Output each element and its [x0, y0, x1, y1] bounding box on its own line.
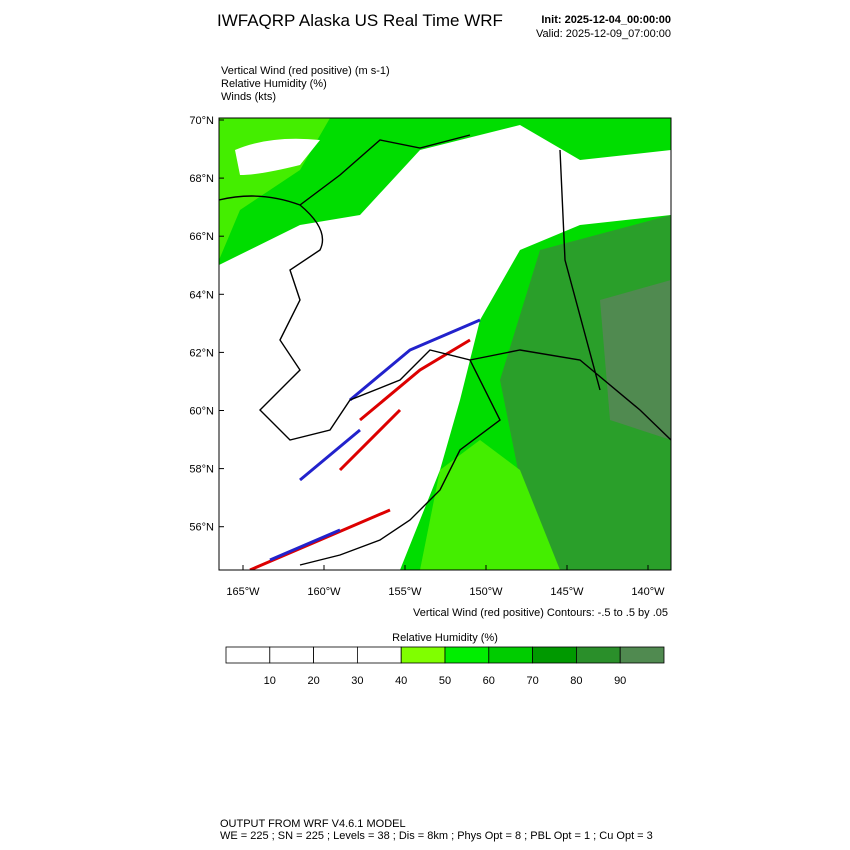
colorbar-box [356, 646, 402, 664]
lon-label: 165°W [226, 586, 260, 598]
colorbar-box [225, 646, 271, 664]
contour-note: Vertical Wind (red positive) Contours: -… [413, 607, 668, 619]
lat-label: 70°N [189, 115, 214, 127]
vertical-wind-contour [269, 318, 481, 562]
footer-line: WE = 225 ; SN = 225 ; Levels = 38 ; Dis … [220, 830, 653, 842]
lat-label: 62°N [189, 347, 214, 359]
title: IWFAQRP Alaska US Real Time WRF [217, 11, 503, 30]
colorbar-label: 40 [395, 675, 407, 687]
field-label: Relative Humidity (%) [221, 78, 327, 90]
field-label: Vertical Wind (red positive) (m s-1) [221, 65, 390, 77]
humidity-field [420, 440, 560, 570]
colorbar-label: 60 [483, 675, 495, 687]
coastline [219, 134, 671, 566]
colorbar-label: 50 [439, 675, 451, 687]
lat-label: 64°N [189, 289, 214, 301]
lon-label: 145°W [550, 586, 584, 598]
colorbar-box [619, 646, 665, 664]
colorbar-label: 30 [351, 675, 363, 687]
footer-line: OUTPUT FROM WRF V4.6.1 MODEL [220, 818, 406, 830]
lat-label: 68°N [189, 173, 214, 185]
lon-label: 155°W [388, 586, 422, 598]
humidity-field [219, 125, 671, 570]
lon-label: 140°W [631, 586, 665, 598]
field-label: Winds (kts) [221, 91, 276, 103]
lat-label: 58°N [189, 464, 214, 476]
lat-label: 56°N [189, 522, 214, 534]
valid-time: Valid: 2025-12-09_07:00:00 [536, 28, 671, 40]
lon-label: 150°W [469, 586, 503, 598]
colorbar-label: 10 [264, 675, 276, 687]
colorbar-box [444, 646, 490, 664]
colorbar-box [269, 646, 314, 664]
lon-label: 160°W [307, 586, 341, 598]
colorbar-label: 90 [614, 675, 626, 687]
colorbar-box [532, 646, 577, 664]
colorbar-box [576, 646, 621, 664]
map [218, 117, 672, 571]
humidity-field [235, 138, 320, 175]
colorbar-box [313, 646, 358, 664]
lat-label: 60°N [189, 406, 214, 418]
colorbar-label: 80 [570, 675, 582, 687]
colorbar-title: Relative Humidity (%) [392, 632, 498, 644]
humidity-field [600, 280, 671, 440]
colorbar-label: 20 [307, 675, 319, 687]
init-time: Init: 2025-12-04_00:00:00 [541, 14, 671, 26]
map-frame [218, 117, 672, 571]
lat-label: 66°N [189, 231, 214, 243]
colorbar-label: 70 [526, 675, 538, 687]
colorbar-box [488, 646, 533, 664]
colorbar-box [400, 646, 446, 664]
